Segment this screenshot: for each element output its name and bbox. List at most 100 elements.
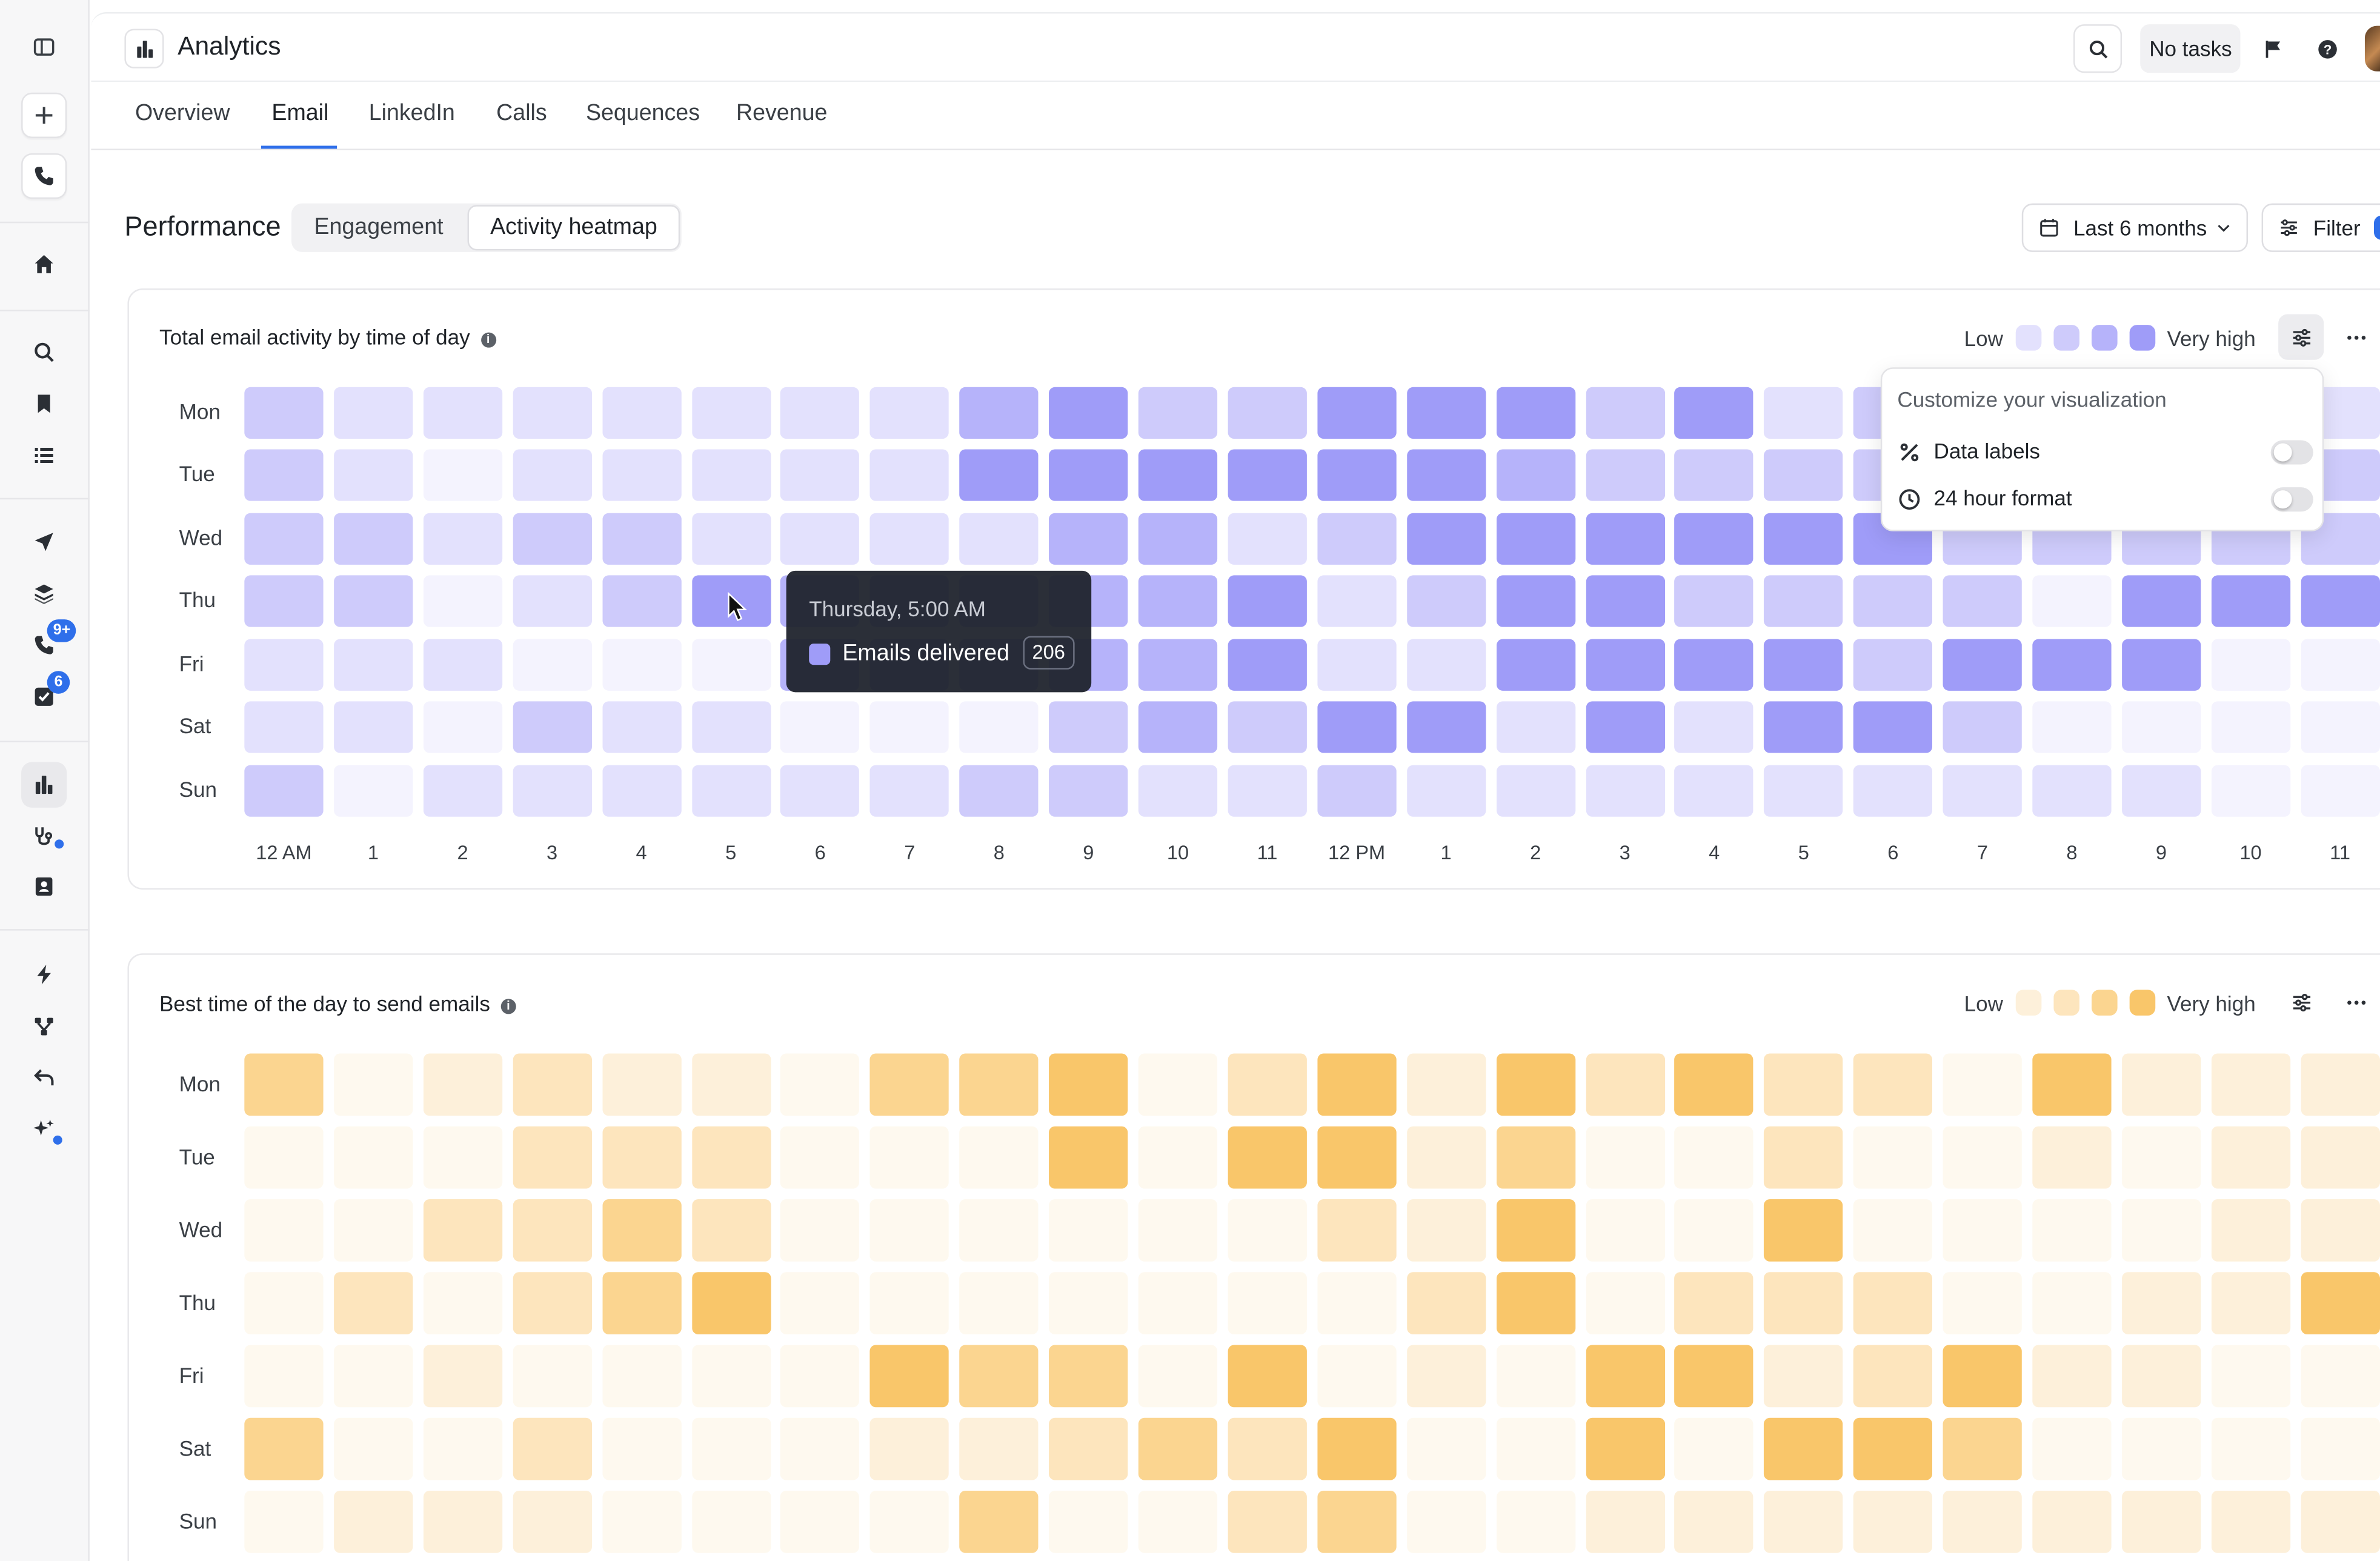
activity-cell[interactable]	[1228, 639, 1307, 691]
activity-cell[interactable]	[1764, 575, 1843, 627]
activity-cell[interactable]	[1138, 513, 1218, 565]
activity-cell[interactable]	[959, 387, 1039, 439]
activity-cell[interactable]	[602, 701, 681, 753]
activity-cell[interactable]	[2300, 575, 2380, 627]
activity-cell[interactable]	[1049, 513, 1128, 565]
activity-cell[interactable]	[1585, 701, 1664, 753]
best-time-cell[interactable]	[1138, 1491, 1218, 1553]
activity-cell[interactable]	[1764, 765, 1843, 817]
best-time-cell[interactable]	[1675, 1126, 1754, 1189]
best-time-cell[interactable]	[870, 1126, 949, 1189]
activity-cell[interactable]	[333, 701, 413, 753]
activity-cell[interactable]	[1943, 765, 2023, 817]
best-time-cell[interactable]	[1943, 1417, 2023, 1480]
activity-cell[interactable]	[602, 765, 681, 817]
best-time-cell[interactable]	[2121, 1272, 2201, 1334]
activity-cell[interactable]	[1406, 513, 1486, 565]
activity-cell[interactable]	[1853, 639, 1933, 691]
segment-engagement[interactable]: Engagement	[314, 214, 444, 240]
best-time-cell[interactable]	[1585, 1199, 1664, 1262]
activity-cell[interactable]	[1406, 387, 1486, 439]
best-time-cell[interactable]	[1317, 1199, 1397, 1262]
best-time-cell[interactable]	[244, 1053, 324, 1116]
best-time-cell[interactable]	[1675, 1272, 1754, 1334]
best-time-cell[interactable]	[870, 1345, 949, 1408]
best-time-cell[interactable]	[2032, 1491, 2112, 1553]
best-time-cell[interactable]	[1496, 1126, 1575, 1189]
segment-activity-heatmap[interactable]: Activity heatmap	[467, 205, 680, 251]
best-time-cell[interactable]	[1585, 1417, 1664, 1480]
activity-cell[interactable]	[512, 449, 592, 501]
checkbox-icon[interactable]	[21, 674, 67, 719]
activity-cell[interactable]	[2121, 639, 2201, 691]
best-time-cell[interactable]	[1406, 1417, 1486, 1480]
activity-cell[interactable]	[2032, 765, 2112, 817]
best-time-cell[interactable]	[870, 1417, 949, 1480]
best-time-cell[interactable]	[780, 1199, 860, 1262]
best-time-cell[interactable]	[1496, 1053, 1575, 1116]
best-time-cell[interactable]	[1764, 1272, 1843, 1334]
best-time-cell[interactable]	[1764, 1417, 1843, 1480]
best-time-cell[interactable]	[2300, 1417, 2380, 1480]
best-time-cell[interactable]	[2211, 1417, 2290, 1480]
best-time-cell[interactable]	[691, 1345, 771, 1408]
bookmark-icon[interactable]	[21, 381, 67, 427]
best-time-cell[interactable]	[959, 1272, 1039, 1334]
activity-cell[interactable]	[244, 449, 324, 501]
activity-cell[interactable]	[1049, 449, 1128, 501]
activity-cell[interactable]	[1585, 449, 1664, 501]
activity-cell[interactable]	[2121, 575, 2201, 627]
activity-cell[interactable]	[959, 701, 1039, 753]
best-time-cell[interactable]	[1853, 1345, 1933, 1408]
best-time-cell[interactable]	[602, 1126, 681, 1189]
best-time-cell[interactable]	[2121, 1126, 2201, 1189]
best-time-cell[interactable]	[1228, 1345, 1307, 1408]
activity-cell[interactable]	[1943, 701, 2023, 753]
activity-cell[interactable]	[1764, 701, 1843, 753]
best-time-cell[interactable]	[333, 1272, 413, 1334]
activity-cell[interactable]	[512, 765, 592, 817]
activity-cell[interactable]	[1228, 449, 1307, 501]
best-time-cell[interactable]	[2032, 1272, 2112, 1334]
best-time-cell[interactable]	[1228, 1491, 1307, 1553]
list-icon[interactable]	[21, 433, 67, 478]
activity-cell[interactable]	[602, 387, 681, 439]
best-time-cell[interactable]	[244, 1199, 324, 1262]
activity-cell[interactable]	[1228, 513, 1307, 565]
best-time-cell[interactable]	[244, 1417, 324, 1480]
activity-cell[interactable]	[512, 575, 592, 627]
best-time-cell[interactable]	[1049, 1126, 1128, 1189]
best-time-cell[interactable]	[1853, 1126, 1933, 1189]
best-time-cell[interactable]	[2211, 1199, 2290, 1262]
activity-cell[interactable]	[1675, 575, 1754, 627]
best-time-cell[interactable]	[2121, 1199, 2201, 1262]
best-time-cell[interactable]	[1138, 1417, 1218, 1480]
tab-overview[interactable]: Overview	[135, 100, 230, 126]
activity-cell[interactable]	[2300, 701, 2380, 753]
best-time-cell[interactable]	[2300, 1126, 2380, 1189]
activity-cell[interactable]	[1496, 765, 1575, 817]
best-time-cell[interactable]	[423, 1491, 502, 1553]
activity-cell[interactable]	[512, 701, 592, 753]
best-time-cell[interactable]	[1317, 1491, 1397, 1553]
best-time-cell[interactable]	[1049, 1053, 1128, 1116]
best-time-cell[interactable]	[1049, 1491, 1128, 1553]
best-time-cell[interactable]	[2032, 1417, 2112, 1480]
best-time-cell[interactable]	[423, 1272, 502, 1334]
activity-cell[interactable]	[2121, 701, 2201, 753]
best-time-cell[interactable]	[244, 1272, 324, 1334]
activity-cell[interactable]	[1406, 449, 1486, 501]
best-time-cell[interactable]	[1228, 1417, 1307, 1480]
activity-cell[interactable]	[870, 449, 949, 501]
best-time-cell[interactable]	[959, 1053, 1039, 1116]
best-time-cell[interactable]	[1496, 1491, 1575, 1553]
activity-cell[interactable]	[2300, 765, 2380, 817]
best-time-cell[interactable]	[1406, 1126, 1486, 1189]
best-time-cell[interactable]	[691, 1199, 771, 1262]
activity-cell[interactable]	[1138, 639, 1218, 691]
tab-revenue[interactable]: Revenue	[736, 100, 828, 126]
best-time-cell[interactable]	[1764, 1491, 1843, 1553]
best-time-cell[interactable]	[1496, 1272, 1575, 1334]
flag-icon[interactable]	[2256, 32, 2289, 65]
activity-cell[interactable]	[1317, 575, 1397, 627]
